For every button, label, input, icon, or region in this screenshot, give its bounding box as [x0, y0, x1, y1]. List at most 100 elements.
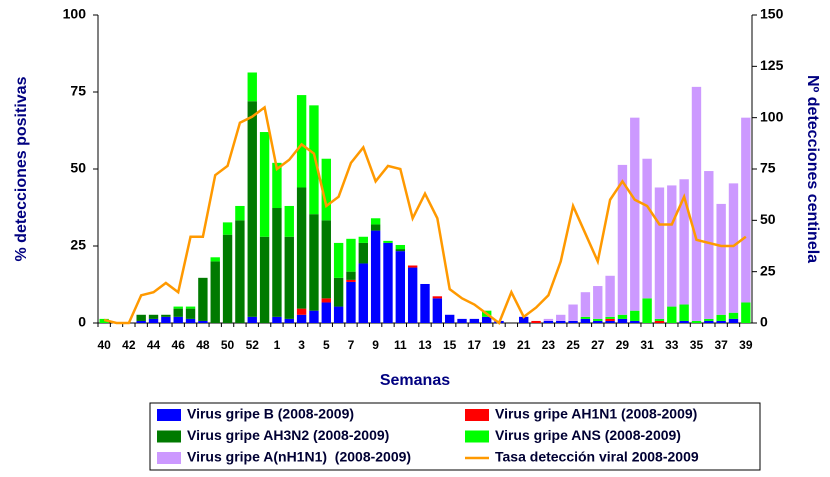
bar [272, 316, 282, 323]
legend-swatch [157, 430, 181, 443]
legend-label: Virus gripe A(nH1N1) (2008-2009) [187, 449, 411, 465]
bar [630, 117, 640, 311]
bar [679, 320, 689, 323]
bar [148, 318, 159, 323]
bar [617, 314, 628, 319]
bar [370, 218, 381, 225]
legend-label: Virus gripe AH3N2 (2008-2009) [187, 427, 389, 443]
bar [728, 318, 739, 323]
bar [457, 318, 467, 323]
x-tick-label: 35 [690, 338, 704, 352]
bar [704, 171, 714, 319]
x-tick-label: 15 [443, 338, 457, 352]
legend-label: Tasa detección viral 2008-2009 [495, 449, 699, 465]
legend-swatch [157, 452, 181, 464]
bar [346, 238, 356, 272]
bar [605, 275, 615, 317]
y2-tick-label: 150 [760, 6, 784, 22]
bar [741, 302, 751, 323]
x-tick-label: 42 [122, 338, 136, 352]
legend-label: Virus gripe B (2008-2009) [187, 406, 354, 422]
x-tick-label: 23 [542, 338, 556, 352]
bar [630, 310, 640, 321]
bar [210, 261, 220, 323]
bar [716, 320, 726, 323]
bar [593, 286, 603, 319]
bar [728, 183, 739, 313]
bar [691, 86, 702, 321]
bar [605, 316, 615, 319]
y2-tick-label: 50 [760, 211, 776, 227]
bar [333, 277, 344, 307]
y-tick-label: 25 [70, 237, 86, 253]
bar [580, 316, 591, 319]
bar [333, 306, 344, 323]
bar [654, 320, 665, 323]
bar [198, 277, 208, 321]
bar [605, 320, 615, 323]
bar [148, 314, 159, 319]
bar [642, 298, 652, 323]
legend-label: Virus gripe AH1N1 (2008-2009) [495, 406, 697, 422]
bar [679, 179, 689, 305]
bar [235, 220, 245, 323]
bar [259, 132, 270, 237]
y2-axis-title: Nº detecciones centinela [804, 75, 821, 263]
bar [247, 72, 257, 102]
bar [407, 265, 418, 268]
bar [272, 162, 282, 209]
bar [420, 283, 430, 323]
bar [679, 304, 689, 321]
y-tick-label: 50 [70, 160, 86, 176]
bar [580, 318, 591, 323]
bar [321, 220, 331, 299]
bar [346, 281, 356, 323]
x-tick-label: 44 [147, 338, 161, 352]
bar [296, 187, 307, 309]
bar [469, 318, 480, 323]
bar [321, 298, 331, 303]
x-tick-label: 11 [394, 338, 407, 352]
bar [432, 298, 443, 323]
bar [136, 314, 146, 321]
bar [568, 304, 578, 321]
bar [654, 318, 665, 321]
bar [235, 205, 245, 221]
bar [358, 263, 368, 323]
bar [247, 101, 257, 317]
bar [272, 208, 282, 317]
bar [309, 214, 319, 311]
bar [222, 222, 233, 235]
x-tick-label: 46 [172, 338, 186, 352]
bar [482, 316, 492, 323]
bar [605, 318, 615, 321]
bar [395, 251, 406, 323]
bar [284, 236, 294, 319]
x-tick-label: 39 [739, 338, 753, 352]
bar [161, 314, 171, 317]
bar [210, 257, 220, 262]
bar [358, 236, 368, 243]
y2-tick-label: 125 [760, 57, 784, 73]
bar [580, 292, 591, 317]
bar [519, 316, 529, 323]
x-tick-label: 1 [274, 338, 281, 352]
x-tick-label: 21 [517, 338, 531, 352]
x-tick-label: 13 [418, 338, 432, 352]
x-tick-label: 19 [492, 338, 506, 352]
bar [259, 236, 270, 323]
bar [395, 244, 406, 250]
x-tick-label: 31 [640, 338, 654, 352]
bar [284, 205, 294, 237]
y-tick-label: 0 [78, 314, 86, 330]
x-tick-label: 5 [323, 338, 330, 352]
y-tick-label: 100 [63, 6, 87, 22]
bar [716, 314, 726, 321]
bar [370, 224, 381, 231]
y2-tick-label: 25 [760, 262, 776, 278]
bar [667, 185, 677, 307]
legend-swatch [465, 409, 489, 421]
x-tick-label: 25 [566, 338, 580, 352]
